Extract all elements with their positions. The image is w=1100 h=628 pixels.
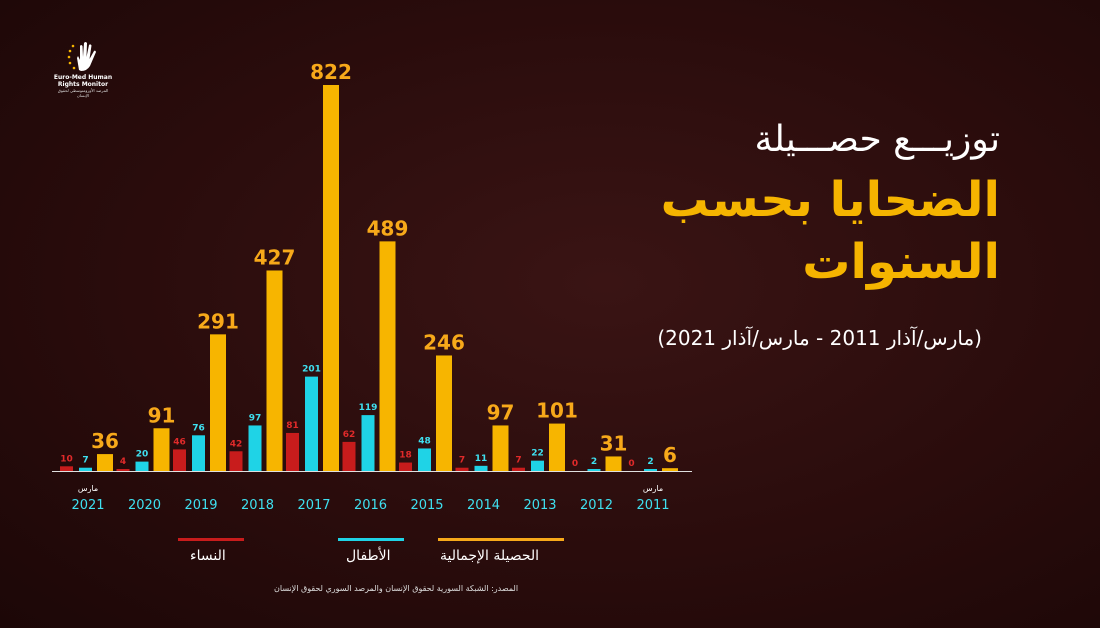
bar-children-2018 [248,425,262,471]
data-label-total-2013: 101 [536,399,578,423]
logo: Euro-Med Human Rights Monitor المرصد الأ… [52,40,114,98]
bar-children-2021 [79,467,92,471]
bar-children-2014 [474,465,488,471]
legend-children-label: الأطفال [346,548,391,564]
legend-women-label: النساء [190,548,226,564]
data-label-total-2019: 291 [197,309,239,333]
bar-total-2019 [210,334,226,471]
bar-children-2012 [587,469,601,471]
data-label-children-2021: 7 [82,456,88,466]
bar-children-2015 [418,448,431,471]
x-tick-label-2015: 2015 [410,498,443,513]
x-tick-label-2020: 2020 [128,498,161,513]
bar-total-2014 [492,425,509,471]
bar-children-2020 [135,461,149,471]
bar-total-2011 [662,468,678,471]
title-line1: توزيـــع حصـــيلة [754,119,1000,160]
legend-children-swatch [338,538,404,541]
bar-total-2017 [323,85,339,471]
bar-total-2018 [266,270,283,471]
data-label-total-2018: 427 [254,245,296,269]
data-label-children-2014: 11 [475,454,488,464]
x-tick-label-2011: 2011 [636,498,669,513]
bar-women-2013 [512,467,525,471]
x-tick-label-2019: 2019 [184,498,217,513]
title-block: توزيـــع حصـــيلة الضحايا بحسب السنوات [520,115,1000,293]
x-tick-label-2017: 2017 [297,498,330,513]
data-label-total-2015: 246 [423,330,465,354]
data-label-women-2013: 7 [515,456,521,466]
x-tick-label-2013: 2013 [523,498,556,513]
data-label-women-2011: 0 [628,459,634,469]
data-label-women-2012: 0 [572,459,578,469]
subtitle: (مارس/آذار 2011 - مارس/آذار 2021) [657,326,982,350]
data-label-children-2013: 22 [531,449,544,459]
data-label-children-2012: 2 [591,457,597,467]
bar-women-2015 [399,462,412,471]
data-label-women-2015: 18 [399,451,412,461]
x-tick-label-2012: 2012 [580,498,613,513]
x-tick-note-2011: مارس [643,484,663,493]
data-label-total-2017: 822 [310,60,352,84]
data-label-total-2014: 97 [487,400,515,424]
bar-women-2019 [173,449,186,471]
data-label-women-2018: 42 [230,439,243,449]
bar-children-2013 [531,460,544,471]
data-label-total-2021: 36 [91,429,119,453]
hand-logo-icon [67,42,96,71]
data-label-children-2019: 76 [192,423,205,433]
data-label-women-2014: 7 [459,456,465,466]
bar-children-2017 [305,376,318,471]
bar-total-2015 [436,355,452,471]
bar-children-2019 [192,435,205,471]
data-label-total-2011: 6 [663,443,677,467]
bar-children-2016 [361,415,375,471]
bar-women-2014 [455,467,469,471]
data-label-total-2012: 31 [600,431,628,455]
legend-women-swatch [178,538,244,541]
bar-women-2021 [60,466,73,471]
data-label-total-2016: 489 [367,216,409,240]
data-label-children-2011: 2 [647,457,653,467]
bar-women-2017 [286,432,299,471]
title-line3: السنوات [802,234,1000,290]
data-label-women-2016: 62 [343,430,356,440]
logo-line3: المرصد الأورومتوسطي لحقوق الإنسان [57,88,109,98]
title-line2: الضحايا بحسب [660,172,1000,228]
x-tick-label-2016: 2016 [354,498,387,513]
bar-women-2018 [229,451,243,471]
x-tick-note-2021: مارس [78,484,98,493]
bar-children-2011 [644,469,657,471]
bar-total-2016 [379,241,396,471]
x-tick-label-2014: 2014 [467,498,500,513]
data-label-children-2016: 119 [359,403,378,413]
data-label-women-2020: 4 [120,457,126,467]
bar-women-2020 [116,469,130,471]
bar-total-2021 [97,454,113,471]
logo-line1: Euro-Med Human [53,74,113,81]
x-tick-label-2018: 2018 [241,498,274,513]
logo-line2: Rights Monitor [57,81,109,88]
data-label-children-2018: 97 [249,413,262,423]
source-note: المصدر: الشبكة السورية لحقوق الإنسان وال… [274,584,519,593]
bar-total-2020 [153,428,170,471]
legend-total-swatch [438,538,564,541]
data-label-women-2021: 10 [60,454,73,464]
bar-total-2013 [549,423,565,471]
bar-total-2012 [605,456,622,471]
data-label-women-2017: 81 [286,421,299,431]
legend-total-label: الحصيلة الإجمالية [440,548,540,564]
data-label-total-2020: 91 [148,403,176,427]
data-label-women-2019: 46 [173,437,186,447]
bar-women-2016 [342,441,356,471]
x-tick-label-2021: 2021 [71,498,104,513]
data-label-children-2017: 201 [302,365,321,375]
data-label-children-2015: 48 [418,436,431,446]
data-label-children-2020: 20 [136,450,149,460]
